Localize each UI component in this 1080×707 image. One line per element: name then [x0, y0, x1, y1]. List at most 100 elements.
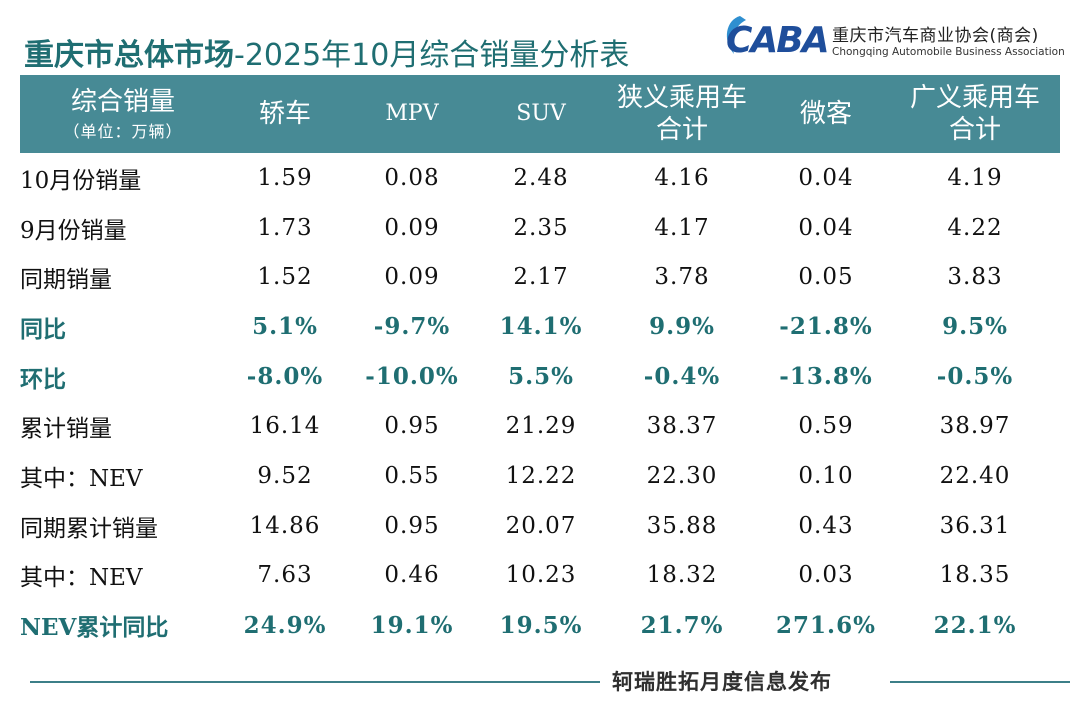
cell-mpv: 0.95	[384, 512, 440, 539]
logo-swoosh-icon	[726, 16, 746, 54]
cell-sedan: 7.63	[257, 562, 313, 589]
table-row: 10月份销量 1.59 0.08 2.48 4.16 0.04 4.19	[20, 153, 1060, 203]
cell-sedan: 14.86	[249, 512, 321, 539]
cell-suv: 12.22	[505, 462, 577, 489]
association-name-en: Chongqing Automobile Business Associatio…	[832, 46, 1065, 58]
table-row: 同期销量 1.52 0.09 2.17 3.78 0.05 3.83	[20, 252, 1060, 302]
cell-suv: 2.17	[513, 264, 569, 291]
cell-mpv: 0.09	[384, 264, 440, 291]
cell-mpv: 0.55	[384, 462, 440, 489]
header-broad-passenger-total: 广义乘用车 合计	[909, 82, 1040, 146]
cell-sedan: 5.1%	[252, 313, 318, 341]
association-name-cn: 重庆市汽车商业协会(商会)	[832, 26, 1039, 46]
row-label: 累计销量	[20, 416, 112, 443]
header-suv: SUV	[516, 101, 566, 127]
table-row-mom: 环比 -8.0% -10.0% 5.5% -0.4% -13.8% -0.5%	[20, 352, 1060, 402]
cell-mpv: -9.7%	[373, 313, 451, 341]
cell-narrow-total: 9.9%	[649, 313, 715, 341]
cell-broad-total: 22.40	[939, 462, 1011, 489]
cell-narrow-total: 3.78	[654, 264, 710, 291]
footer-divider-left	[30, 681, 600, 683]
page-title-period: -2025年10月综合销量分析表	[234, 38, 630, 73]
cell-minivan: 0.04	[798, 164, 854, 191]
cell-mpv: 0.95	[384, 413, 440, 440]
cell-broad-total: 38.97	[939, 413, 1011, 440]
header-sedan: 轿车	[258, 98, 311, 129]
table-row-nev-cumulative-yoy: NEV累计同比 24.9% 19.1% 19.5% 21.7% 271.6% 2…	[20, 600, 1060, 650]
cell-minivan: 0.43	[798, 512, 854, 539]
cell-sedan: 1.73	[257, 214, 313, 241]
table-row: 其中：NEV 9.52 0.55 12.22 22.30 0.10 22.40	[20, 451, 1060, 501]
cell-suv: 19.5%	[499, 611, 583, 639]
cell-broad-total: 36.31	[939, 512, 1011, 539]
cell-mpv: 0.09	[384, 214, 440, 241]
cell-suv: 2.35	[513, 214, 569, 241]
sales-analysis-table: 综合销量 （单位：万辆） 轿车 MPV SUV 狭义乘用车 合计 微客 广义乘用…	[20, 75, 1060, 650]
row-label: NEV累计同比	[20, 614, 169, 642]
cell-broad-total: 3.83	[947, 264, 1003, 291]
cell-sedan: 1.52	[257, 264, 313, 291]
row-label: 同比	[20, 315, 66, 343]
row-label: 环比	[20, 365, 66, 393]
cell-minivan: -21.8%	[779, 313, 873, 341]
cell-narrow-total: 35.88	[646, 512, 718, 539]
cell-sedan: 9.52	[257, 462, 313, 489]
cell-broad-total: 4.19	[947, 164, 1003, 191]
table-row: 其中：NEV 7.63 0.46 10.23 18.32 0.03 18.35	[20, 551, 1060, 601]
cell-narrow-total: 22.30	[646, 462, 718, 489]
table-row: 累计销量 16.14 0.95 21.29 38.37 0.59 38.97	[20, 401, 1060, 451]
cell-broad-total: 22.1%	[933, 611, 1017, 639]
row-label: 其中：NEV	[20, 565, 143, 592]
cell-suv: 14.1%	[499, 313, 583, 341]
cell-narrow-total: 4.16	[654, 164, 710, 191]
cell-suv: 10.23	[505, 562, 577, 589]
cell-mpv: 0.08	[384, 164, 440, 191]
cell-mpv: -10.0%	[365, 363, 459, 391]
row-label: 9月份销量	[20, 217, 127, 244]
cell-suv: 2.48	[513, 164, 569, 191]
row-label: 10月份销量	[20, 167, 142, 194]
table-header-row: 综合销量 （单位：万辆） 轿车 MPV SUV 狭义乘用车 合计 微客 广义乘用…	[20, 75, 1060, 153]
table-row: 同期累计销量 14.86 0.95 20.07 35.88 0.43 36.31	[20, 501, 1060, 551]
table-row-yoy: 同比 5.1% -9.7% 14.1% 9.9% -21.8% 9.5%	[20, 302, 1060, 352]
cell-sedan: 16.14	[249, 413, 321, 440]
cell-sedan: -8.0%	[246, 363, 324, 391]
cell-broad-total: 4.22	[947, 214, 1003, 241]
cell-minivan: -13.8%	[779, 363, 873, 391]
cell-narrow-total: 4.17	[654, 214, 710, 241]
page-title: 重庆市总体市场-2025年10月综合销量分析表	[24, 30, 629, 74]
table-row: 9月份销量 1.73 0.09 2.35 4.17 0.04 4.22	[20, 203, 1060, 253]
cell-suv: 20.07	[505, 512, 577, 539]
cell-narrow-total: 38.37	[646, 413, 718, 440]
footer-divider-right	[890, 681, 1070, 683]
header-mpv: MPV	[385, 101, 439, 127]
logo-mark-text: CABA	[726, 20, 828, 61]
association-logo: CABA 重庆市汽车商业协会(商会) Chongqing Automobile …	[720, 10, 1065, 62]
cell-broad-total: -0.5%	[936, 363, 1014, 391]
header-metric: 综合销量 （单位：万辆）	[63, 86, 183, 142]
row-label: 同期销量	[20, 267, 112, 294]
cell-narrow-total: 21.7%	[640, 611, 724, 639]
caba-logo-mark: CABA	[726, 16, 830, 61]
cell-minivan: 0.10	[798, 462, 854, 489]
header-minivan: 微客	[799, 98, 852, 129]
row-label: 其中：NEV	[20, 465, 143, 492]
cell-sedan: 24.9%	[243, 611, 327, 639]
cell-mpv: 0.46	[384, 562, 440, 589]
cell-suv: 5.5%	[508, 363, 574, 391]
cell-minivan: 0.05	[798, 264, 854, 291]
cell-broad-total: 18.35	[939, 562, 1011, 589]
row-label: 同期累计销量	[20, 515, 158, 542]
cell-narrow-total: -0.4%	[643, 363, 721, 391]
cell-minivan: 271.6%	[776, 611, 876, 639]
header-narrow-passenger-total: 狭义乘用车 合计	[616, 82, 747, 146]
page-title-main: 重庆市总体市场	[24, 38, 234, 73]
cell-sedan: 1.59	[257, 164, 313, 191]
cell-broad-total: 9.5%	[942, 313, 1008, 341]
cell-minivan: 0.03	[798, 562, 854, 589]
cell-mpv: 19.1%	[370, 611, 454, 639]
footer-publisher: 轲瑞胜拓月度信息发布	[612, 670, 832, 694]
cell-minivan: 0.04	[798, 214, 854, 241]
cell-suv: 21.29	[505, 413, 577, 440]
cell-narrow-total: 18.32	[646, 562, 718, 589]
